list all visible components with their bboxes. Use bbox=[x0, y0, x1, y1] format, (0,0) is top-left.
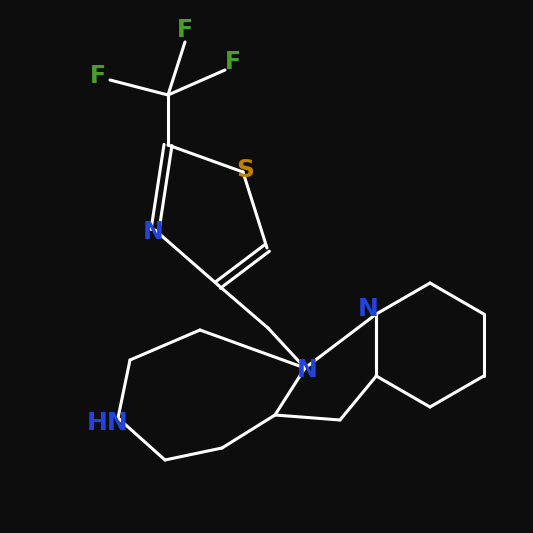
Text: HN: HN bbox=[87, 411, 129, 435]
Text: S: S bbox=[236, 158, 254, 182]
Text: F: F bbox=[225, 50, 241, 74]
Text: N: N bbox=[142, 220, 164, 244]
Text: F: F bbox=[90, 64, 106, 88]
Text: N: N bbox=[296, 358, 318, 382]
Text: F: F bbox=[177, 18, 193, 42]
Text: N: N bbox=[358, 297, 379, 321]
